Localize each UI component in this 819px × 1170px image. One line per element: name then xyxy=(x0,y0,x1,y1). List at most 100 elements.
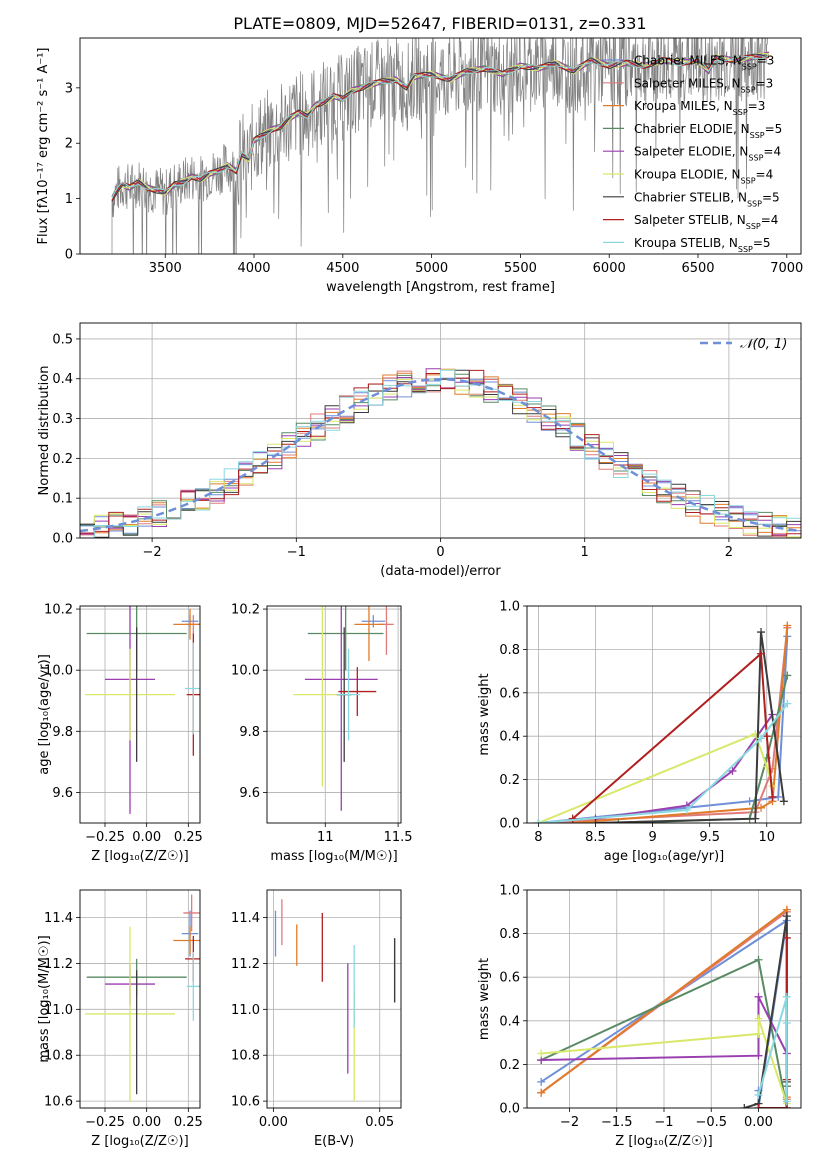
x-tick-label: 8.5 xyxy=(585,830,606,845)
axes-frame xyxy=(526,889,802,1109)
y-axis-label: mass weight xyxy=(477,958,492,1040)
y-tick-label: 10.2 xyxy=(44,603,73,618)
weight-marker xyxy=(537,1088,546,1097)
axes-age_vs_mass: 11 11.5 9.6 9.8 10.0 10.2 mass [log₁₀(M/M☉)] xyxy=(231,603,413,864)
y-axis-label: mass weight xyxy=(477,673,492,755)
axes-frame xyxy=(79,37,802,255)
x-axis-label: wavelength [Angstrom, rest frame] xyxy=(326,280,555,295)
y-tick-label: 1.0 xyxy=(499,600,520,615)
axes-mass_vs_EBV: 0.00 0.05 10.6 10.8 11.0 11.2 11.4 E(B-V) xyxy=(231,889,402,1149)
plot-area xyxy=(111,38,770,254)
plot-area xyxy=(274,899,396,1102)
weight-marker xyxy=(768,792,777,801)
plot-area xyxy=(537,905,791,1108)
legend-label: Kroupa MILES, NSSP=3 xyxy=(634,99,765,117)
weight-line xyxy=(618,675,789,823)
residual-histogram xyxy=(80,369,801,538)
weight-marker xyxy=(754,1029,763,1038)
x-tick-label: 9.5 xyxy=(699,830,720,845)
weight-marker xyxy=(757,803,766,812)
weight-marker xyxy=(614,819,623,823)
x-tick-label: 6500 xyxy=(681,261,714,276)
x-tick-label: 4500 xyxy=(326,261,359,276)
weight-marker xyxy=(537,1049,546,1058)
weight-marker xyxy=(751,814,760,823)
weight-marker xyxy=(782,992,791,1001)
x-tick-label: 0.05 xyxy=(365,1115,394,1130)
weight-marker xyxy=(728,766,737,775)
y-tick-label: 11.0 xyxy=(44,1003,73,1018)
x-tick-label: 5000 xyxy=(415,261,448,276)
legend-label: Chabrier STELIB, NSSP=5 xyxy=(634,190,780,208)
y-tick-label: 0.8 xyxy=(499,643,520,658)
weight-marker xyxy=(754,1090,763,1099)
weight-line xyxy=(538,702,789,823)
x-tick-label: 11.5 xyxy=(384,830,413,845)
y-tick-label: 1.0 xyxy=(499,884,520,899)
x-axis-label: E(B-V) xyxy=(314,1134,354,1149)
weight-marker xyxy=(782,1097,791,1106)
weight-marker xyxy=(762,732,771,741)
x-tick-label: −0.25 xyxy=(85,830,125,845)
weight-marker xyxy=(754,955,763,964)
weight-marker xyxy=(782,933,791,942)
normal-curve xyxy=(80,377,801,533)
y-tick-label: 9.8 xyxy=(239,725,260,740)
y-axis-label: age [log₁₀(age/yr)] xyxy=(37,654,52,775)
plot-area xyxy=(293,606,394,811)
x-tick-label: −2 xyxy=(560,1115,579,1130)
y-tick-label: 10.6 xyxy=(44,1095,73,1110)
x-tick-label: −0.5 xyxy=(695,1115,727,1130)
x-tick-label: −1 xyxy=(287,545,306,560)
x-tick-label: −1.5 xyxy=(601,1115,633,1130)
y-tick-label: 10.2 xyxy=(231,603,260,618)
weight-marker xyxy=(783,699,792,708)
legend-label: Kroupa STELIB, NSSP=5 xyxy=(634,236,771,254)
weight-marker xyxy=(591,819,600,823)
y-tick-label: 9.6 xyxy=(239,786,260,801)
y-tick-label: 0.2 xyxy=(499,773,520,788)
x-axis-label: Z [log₁₀(Z/Z☉)] xyxy=(91,1134,188,1149)
y-tick-label: 1 xyxy=(65,192,73,207)
observed-spectrum xyxy=(111,38,768,254)
y-tick-label: 0.1 xyxy=(52,492,73,507)
x-tick-label: −2 xyxy=(143,545,162,560)
weight-marker xyxy=(782,912,791,921)
weight-marker xyxy=(782,1018,791,1027)
weight-marker xyxy=(682,805,691,814)
x-axis-label: Z [log₁₀(Z/Z☉)] xyxy=(615,1134,712,1149)
x-axis-label: (data-model)/error xyxy=(380,564,501,579)
plot-area xyxy=(85,894,200,1102)
weight-marker xyxy=(757,628,766,637)
x-tick-label: 0 xyxy=(436,545,444,560)
y-tick-label: 11.4 xyxy=(44,911,73,926)
plot-area xyxy=(80,368,801,538)
y-tick-label: 10.8 xyxy=(44,1049,73,1064)
x-axis-label: age [log₁₀(age/yr)] xyxy=(604,849,725,864)
y-axis-label: Flux [fλ10⁻¹⁷ erg cm⁻² s⁻¹ A⁻¹] xyxy=(36,48,51,245)
y-tick-label: 3 xyxy=(65,81,73,96)
x-tick-label: 5500 xyxy=(504,261,537,276)
y-tick-label: 0.0 xyxy=(52,532,73,547)
x-axis-label: mass [log₁₀(M/M☉)] xyxy=(270,849,397,864)
weight-line xyxy=(595,713,774,820)
axes-frame xyxy=(526,605,802,824)
y-tick-label: 9.6 xyxy=(52,786,73,801)
legend-label: Kroupa ELODIE, NSSP=4 xyxy=(634,168,773,186)
weight-line xyxy=(572,651,774,820)
legend-label: Chabrier ELODIE, NSSP=5 xyxy=(634,122,782,140)
x-tick-label: −1 xyxy=(654,1115,673,1130)
x-tick-label: 0.00 xyxy=(132,1115,161,1130)
y-tick-label: 10.8 xyxy=(231,1049,260,1064)
y-tick-label: 0.4 xyxy=(499,730,520,745)
y-tick-label: 0.3 xyxy=(52,412,73,427)
plot-area xyxy=(85,606,200,814)
weight-marker xyxy=(757,734,766,743)
y-axis-label: mass [log₁₀(M/M☉)] xyxy=(37,935,52,1062)
y-tick-label: 10.0 xyxy=(231,664,260,679)
x-tick-label: 0.00 xyxy=(132,830,161,845)
x-tick-label: 11 xyxy=(317,830,334,845)
weight-marker xyxy=(783,671,792,680)
y-tick-label: 10.0 xyxy=(44,664,73,679)
weight-line xyxy=(757,996,788,1102)
